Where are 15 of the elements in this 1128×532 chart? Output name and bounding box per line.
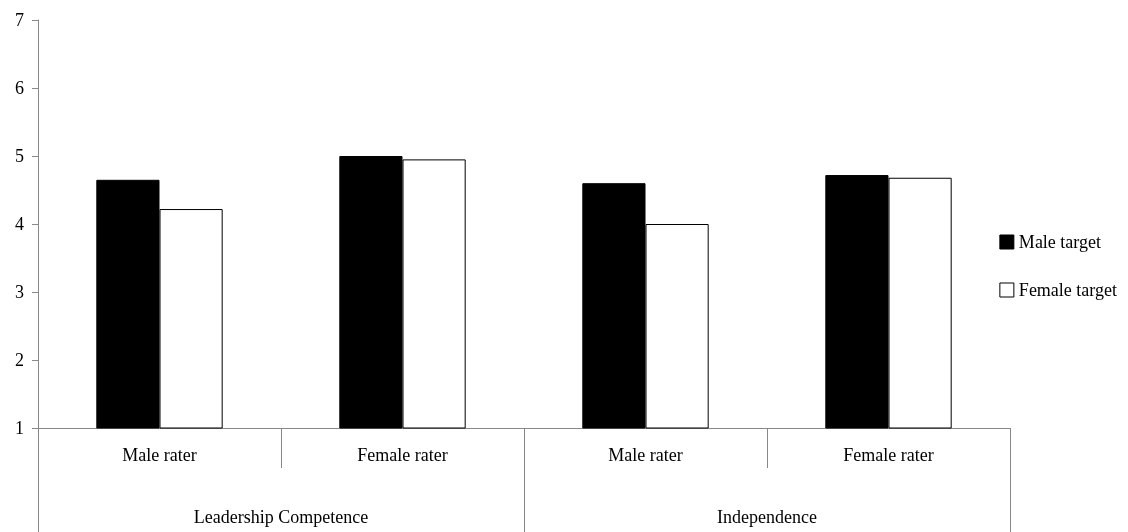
legend-label: Male target — [1018, 232, 1102, 252]
x-tick-label: Male rater — [122, 445, 197, 465]
y-tick-label: 2 — [15, 350, 24, 370]
y-tick-label: 7 — [15, 10, 24, 30]
y-tick-label: 4 — [15, 214, 24, 234]
x-tick-label: Female rater — [357, 445, 448, 465]
y-tick-label: 5 — [15, 146, 24, 166]
x-tick-label: Female rater — [843, 445, 934, 465]
y-tick-label: 3 — [15, 282, 24, 302]
text: Leadership Competence — [193, 507, 369, 527]
legend-label: Female target — [1018, 280, 1118, 300]
y-tick-label: 1 — [15, 418, 24, 438]
text: Independence — [717, 507, 817, 527]
x-tick-label: Male rater — [608, 445, 683, 465]
y-tick-label: 6 — [15, 78, 24, 98]
